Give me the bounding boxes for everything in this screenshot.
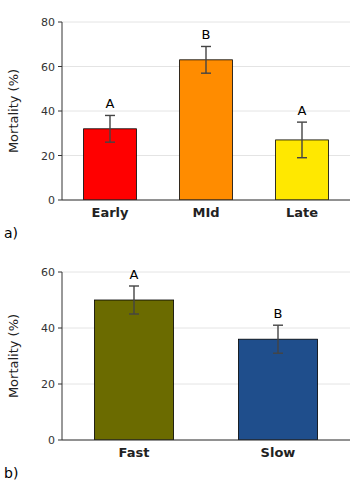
y-tick xyxy=(58,384,62,385)
y-axis-label: Mortality (%) xyxy=(6,69,21,153)
x-tick-label: MId xyxy=(192,205,219,220)
error-line xyxy=(205,46,206,73)
panel-label: a) xyxy=(4,225,18,241)
error-bar xyxy=(129,286,139,314)
y-tick xyxy=(58,440,62,441)
error-cap xyxy=(105,115,115,116)
y-tick xyxy=(58,272,62,273)
x-tick-label: Slow xyxy=(261,445,296,460)
panel-label: b) xyxy=(4,465,18,481)
error-cap xyxy=(129,313,139,314)
y-tick xyxy=(58,200,62,201)
error-bar xyxy=(297,122,307,158)
significance-letter: B xyxy=(202,27,211,42)
y-tick xyxy=(58,328,62,329)
y-tick-label: 20 xyxy=(41,150,55,163)
significance-letter: A xyxy=(106,96,115,111)
error-cap xyxy=(105,141,115,142)
y-tick-label: 0 xyxy=(48,434,55,447)
marks xyxy=(94,286,317,440)
y-tick xyxy=(58,155,62,156)
y-tick xyxy=(58,22,62,23)
bar xyxy=(238,339,317,440)
significance-letter: B xyxy=(274,306,283,321)
y-tick-label: 0 xyxy=(48,194,55,207)
significance-letter: A xyxy=(298,103,307,118)
figure: 020406080ABAEarlyMIdLateMortality (%)a)0… xyxy=(0,0,360,500)
x-axis xyxy=(62,440,350,441)
error-bar xyxy=(273,325,283,353)
y-tick-label: 20 xyxy=(41,378,55,391)
y-axis xyxy=(62,22,63,200)
grid-line xyxy=(62,272,350,273)
grid-line xyxy=(62,440,350,441)
y-tick xyxy=(58,111,62,112)
y-tick-label: 40 xyxy=(41,322,55,335)
bar xyxy=(94,300,173,440)
marks xyxy=(84,46,329,200)
y-axis-label: Mortality (%) xyxy=(6,314,21,398)
panel: 0 20 40 60 80 A B A Early MId Late Mortality (%) a) xyxy=(4,16,350,241)
error-line xyxy=(277,325,278,353)
error-cap xyxy=(129,285,139,286)
error-cap xyxy=(297,121,307,122)
x-tick-label: Fast xyxy=(119,445,150,460)
error-bar xyxy=(201,46,211,73)
y-axis xyxy=(62,272,63,440)
error-bar xyxy=(105,115,115,142)
error-line xyxy=(133,286,134,314)
y-tick-label: 40 xyxy=(41,105,55,118)
x-axis xyxy=(62,200,350,201)
x-tick-label: Early xyxy=(92,205,130,220)
y-tick-label: 60 xyxy=(41,61,55,74)
error-line xyxy=(109,115,110,142)
y-tick-label: 60 xyxy=(41,266,55,279)
y-tick xyxy=(58,66,62,67)
error-cap xyxy=(201,72,211,73)
error-cap xyxy=(297,157,307,158)
x-tick-label: Late xyxy=(286,205,318,220)
grid-line xyxy=(62,200,350,201)
error-cap xyxy=(201,46,211,47)
y-tick-label: 80 xyxy=(41,16,55,29)
bar xyxy=(180,60,233,200)
significance-letter: A xyxy=(130,267,139,282)
error-cap xyxy=(273,325,283,326)
error-cap xyxy=(273,353,283,354)
grid-line xyxy=(62,22,350,23)
panel: 0 20 40 60 A B Fast Slow Mortality (%) b) xyxy=(4,266,350,481)
error-line xyxy=(301,122,302,158)
